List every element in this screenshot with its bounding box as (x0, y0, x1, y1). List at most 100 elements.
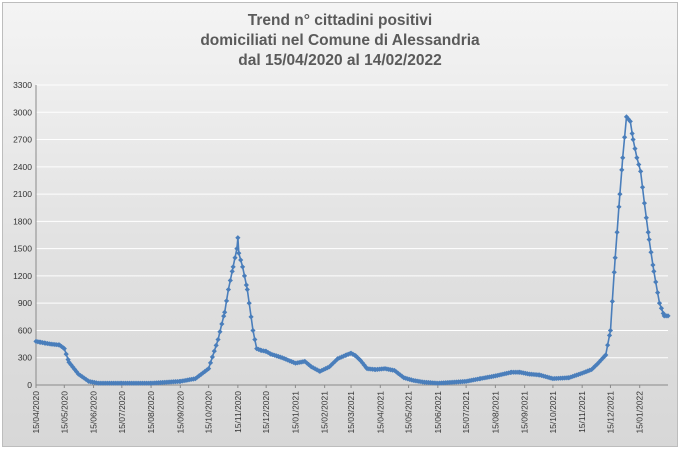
data-point-marker (581, 369, 587, 376)
y-tick-label: 2400 (13, 162, 32, 172)
data-point-marker (650, 262, 656, 268)
data-point-marker (68, 362, 74, 368)
y-tick-label: 1500 (13, 244, 32, 254)
data-point-marker (603, 352, 609, 358)
data-point-marker (66, 359, 72, 365)
data-point-marker (252, 336, 258, 343)
data-point-marker (648, 249, 654, 255)
data-point-marker (393, 369, 399, 375)
y-tick-label: 2700 (13, 135, 32, 145)
data-point-marker (73, 369, 80, 375)
y-tick-label: 0 (27, 380, 32, 390)
x-tick-label: 15/01/2022 (635, 391, 645, 434)
plot-area: 0 300 600 900 1200 1500 1800 2100 2400 2700 3000 33… (13, 80, 671, 434)
data-point-marker (587, 367, 593, 373)
data-point-marker (643, 215, 649, 221)
data-point-marker (619, 167, 625, 173)
data-point-marker (217, 329, 223, 335)
data-point-marker (235, 235, 241, 241)
data-point-marker (606, 332, 613, 338)
x-tick-label: 15/11/2020 (233, 391, 243, 433)
data-point-marker (596, 359, 602, 365)
data-point-marker (636, 161, 642, 168)
data-point-marker (215, 336, 221, 343)
y-tick-label: 900 (18, 298, 32, 308)
data-point-marker (77, 372, 83, 379)
data-point-marker (645, 229, 651, 235)
data-point-marker (206, 366, 212, 372)
data-point-marker (209, 354, 215, 360)
data-point-marker (651, 268, 657, 274)
data-point-marker (592, 363, 598, 369)
x-tick-label: 15/01/2021 (290, 391, 300, 434)
data-point-marker (607, 327, 614, 334)
data-point-marker (238, 257, 244, 263)
x-tick-label: 15/10/2021 (548, 391, 558, 434)
x-tick-label: 15/08/2020 (146, 391, 156, 434)
data-point-marker (200, 370, 206, 376)
data-point-marker (630, 136, 636, 143)
data-point-marker (248, 314, 254, 320)
data-point-marker (304, 360, 310, 366)
data-point-marker (629, 130, 635, 137)
x-tick-label: 15/06/2021 (433, 391, 443, 434)
axes (35, 85, 668, 388)
x-tick-label: 15/07/2020 (117, 391, 127, 434)
y-tick-label: 300 (18, 353, 32, 363)
x-tick-label: 15/12/2020 (261, 391, 271, 434)
data-point-marker (611, 269, 617, 275)
data-point-marker (211, 348, 217, 354)
data-point-marker (213, 342, 219, 348)
x-tick-label: 15/08/2021 (490, 391, 500, 434)
data-point-marker (399, 373, 405, 379)
data-point-marker (250, 327, 256, 334)
data-point-marker (627, 118, 633, 124)
data-point-marker (590, 365, 597, 371)
data-point-marker (617, 191, 623, 197)
series-line (35, 114, 668, 385)
y-tick-label: 600 (18, 325, 32, 335)
data-point-marker (620, 155, 626, 161)
x-tick-label: 15/02/2021 (320, 391, 330, 434)
data-point-marker (332, 358, 338, 364)
data-point-marker (646, 236, 652, 243)
data-point-marker (340, 353, 347, 359)
data-point-marker (236, 250, 242, 256)
x-tick-label: 15/04/2020 (31, 391, 41, 434)
data-point-marker (289, 359, 295, 365)
data-point-marker (598, 357, 604, 363)
data-point-marker (350, 351, 356, 357)
x-tick-label: 15/04/2021 (375, 391, 385, 434)
x-tick-label: 15/05/2021 (404, 391, 414, 434)
gridlines (36, 84, 668, 359)
data-point-marker (319, 367, 325, 374)
data-point-marker (660, 310, 666, 316)
data-point-marker (605, 342, 611, 348)
data-point-marker (219, 321, 225, 327)
data-point-marker (225, 286, 232, 293)
data-point-marker (281, 355, 287, 362)
data-point-marker (355, 355, 361, 361)
data-point-marker (359, 360, 365, 366)
data-point-marker (632, 146, 638, 152)
x-tick-label: 15/09/2020 (175, 391, 185, 434)
data-point-marker (583, 369, 589, 375)
x-tick-label: 15/11/2021 (577, 391, 587, 433)
x-tick-label: 15/12/2021 (605, 391, 615, 434)
chart-title-line-3: dal 15/04/2020 al 14/02/2022 (238, 52, 442, 69)
data-point-marker (665, 313, 671, 319)
series (33, 114, 671, 386)
x-tick-label: 15/03/2021 (346, 391, 356, 434)
data-point-marker (612, 255, 618, 261)
data-point-marker (227, 277, 233, 284)
data-point-marker (625, 116, 631, 122)
y-tick-label: 3300 (13, 80, 32, 90)
y-tick-label: 2100 (13, 189, 32, 199)
data-point-marker (653, 279, 659, 285)
data-point-marker (634, 155, 640, 161)
data-point-marker (246, 300, 252, 306)
data-point-marker (241, 273, 248, 279)
y-tick-labels: 0 300 600 900 1200 1500 1800 2100 2400 2700 3000 33… (13, 80, 32, 390)
chart-title-line-2: domiciliati nel Comune di Alessandria (200, 32, 480, 49)
